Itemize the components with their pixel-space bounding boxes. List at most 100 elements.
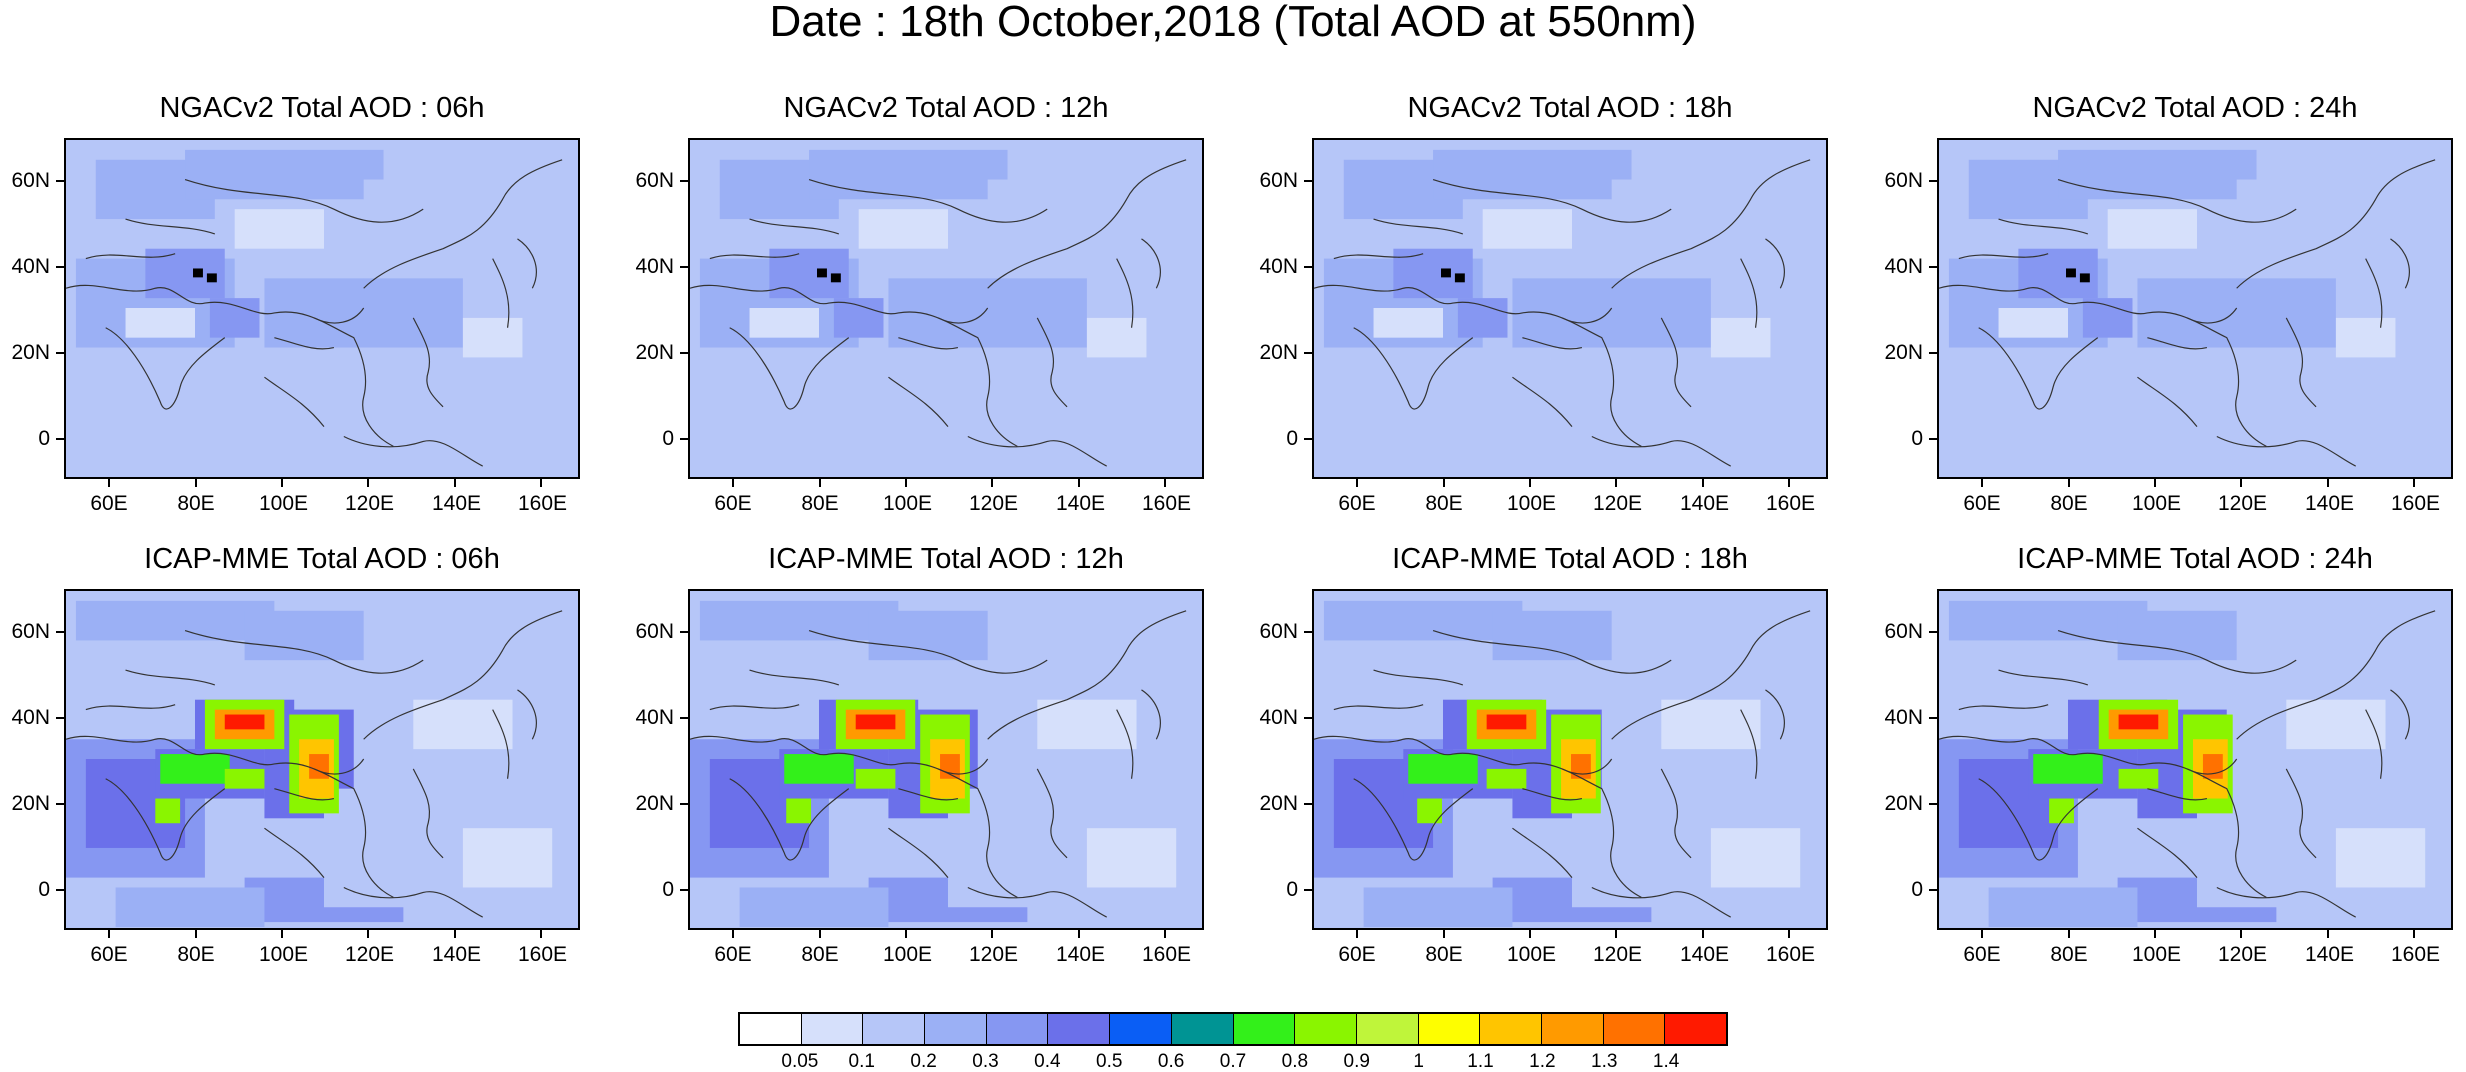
lon-tick-label: 140E (2305, 492, 2355, 515)
aod-field (66, 591, 578, 928)
colorbar-swatch (986, 1014, 1049, 1044)
lon-tick (1356, 479, 1358, 487)
lat-tick-label: 60N (1884, 620, 1923, 643)
lat-tick-label: 40N (11, 706, 50, 729)
colorbar-label: 0.5 (1096, 1051, 1123, 1072)
figure-title: Date : 18th October,2018 (Total AOD at 5… (769, 0, 1697, 46)
aod-field (1314, 140, 1826, 477)
lat-tick-label: 60N (635, 620, 674, 643)
lat-tick-label: 40N (1259, 255, 1298, 278)
colorbar-swatch (1541, 1014, 1604, 1044)
lon-tick-label: 60E (714, 492, 752, 515)
lat-tick-label: 40N (635, 706, 674, 729)
lon-tick-label: 80E (801, 943, 839, 966)
colorbar-label: 0.05 (781, 1051, 819, 1072)
ngac-aod-map (1312, 138, 1828, 479)
lat-tick-label: 20N (635, 792, 674, 815)
lat-tick (1304, 352, 1312, 354)
colorbar-label: 1.1 (1467, 1051, 1494, 1072)
aod-colorbar (738, 1012, 1728, 1046)
lon-tick-label: 120E (345, 943, 395, 966)
lon-tick (540, 479, 542, 487)
colorbar-label: 1 (1413, 1051, 1424, 1072)
lat-tick-label: 20N (1884, 341, 1923, 364)
lon-tick-label: 100E (1507, 943, 1557, 966)
lon-tick (2413, 930, 2415, 938)
lat-tick-label: 0 (1286, 878, 1298, 901)
lon-tick (108, 930, 110, 938)
lon-tick-label: 140E (432, 943, 482, 966)
panel-title: NGACv2 Total AOD : 24h (2032, 92, 2358, 124)
lon-tick-label: 120E (969, 492, 1019, 515)
lat-tick (680, 266, 688, 268)
ngac-aod-map (1937, 138, 2453, 479)
colorbar-label: 0.6 (1157, 1051, 1185, 1072)
lon-tick (819, 930, 821, 938)
lat-tick (1304, 180, 1312, 182)
colorbar-label: 0.2 (910, 1051, 937, 1072)
colorbar-swatch (1356, 1014, 1419, 1044)
lon-tick-label: 160E (1142, 943, 1192, 966)
icap-aod-map (1937, 589, 2453, 930)
lat-tick (56, 889, 64, 891)
colorbar-swatch (1418, 1014, 1481, 1044)
colorbar-swatch (740, 1014, 802, 1044)
lon-tick (367, 930, 369, 938)
lon-tick (1788, 479, 1790, 487)
lon-tick-label: 60E (90, 492, 128, 515)
lon-tick (1529, 479, 1531, 487)
lon-tick-label: 140E (2305, 943, 2355, 966)
lon-tick-label: 100E (883, 943, 933, 966)
lon-tick (1788, 930, 1790, 938)
lon-tick-label: 160E (518, 492, 568, 515)
panel-title: ICAP-MME Total AOD : 24h (2017, 543, 2373, 575)
colorbar-label: 1.4 (1652, 1051, 1680, 1072)
lon-tick (905, 930, 907, 938)
lon-tick (2154, 479, 2156, 487)
lat-tick (680, 180, 688, 182)
lon-tick (281, 479, 283, 487)
icap-aod-map (64, 589, 580, 930)
lon-tick (108, 479, 110, 487)
lat-tick-label: 60N (1884, 169, 1923, 192)
lon-tick-label: 100E (883, 492, 933, 515)
lat-tick (56, 631, 64, 633)
lat-tick (56, 352, 64, 354)
lon-tick (2327, 930, 2329, 938)
lat-tick (56, 717, 64, 719)
colorbar-swatch (1665, 1014, 1726, 1044)
lon-tick (1615, 479, 1617, 487)
lon-tick (1702, 930, 1704, 938)
colorbar-swatch (1171, 1014, 1234, 1044)
lat-tick-label: 0 (38, 427, 50, 450)
lon-tick-label: 60E (1338, 492, 1376, 515)
lat-tick (1929, 352, 1937, 354)
lon-tick-label: 80E (177, 492, 215, 515)
ngac-aod-map (688, 138, 1204, 479)
lon-tick-label: 60E (1338, 943, 1376, 966)
lat-tick (56, 438, 64, 440)
lat-tick (1304, 889, 1312, 891)
lat-tick-label: 60N (635, 169, 674, 192)
colorbar-swatch (1603, 1014, 1666, 1044)
lon-tick-label: 100E (2132, 943, 2182, 966)
lon-tick (454, 930, 456, 938)
lon-tick (540, 930, 542, 938)
colorbar-label: 0.4 (1034, 1051, 1061, 1072)
lat-tick-label: 0 (38, 878, 50, 901)
colorbar-label: 1.2 (1529, 1051, 1556, 1072)
icap-aod-map (1312, 589, 1828, 930)
lat-tick-label: 40N (11, 255, 50, 278)
aod-field (690, 591, 1202, 928)
lon-tick (2068, 930, 2070, 938)
lon-tick-label: 140E (432, 492, 482, 515)
lon-tick-label: 120E (969, 943, 1019, 966)
ngac-aod-map (64, 138, 580, 479)
lon-tick-label: 80E (177, 943, 215, 966)
lon-tick-label: 100E (259, 943, 309, 966)
lat-tick-label: 40N (1884, 255, 1923, 278)
colorbar-swatch (925, 1014, 987, 1044)
lon-tick (195, 930, 197, 938)
lon-tick-label: 140E (1680, 943, 1730, 966)
lon-tick (2327, 479, 2329, 487)
